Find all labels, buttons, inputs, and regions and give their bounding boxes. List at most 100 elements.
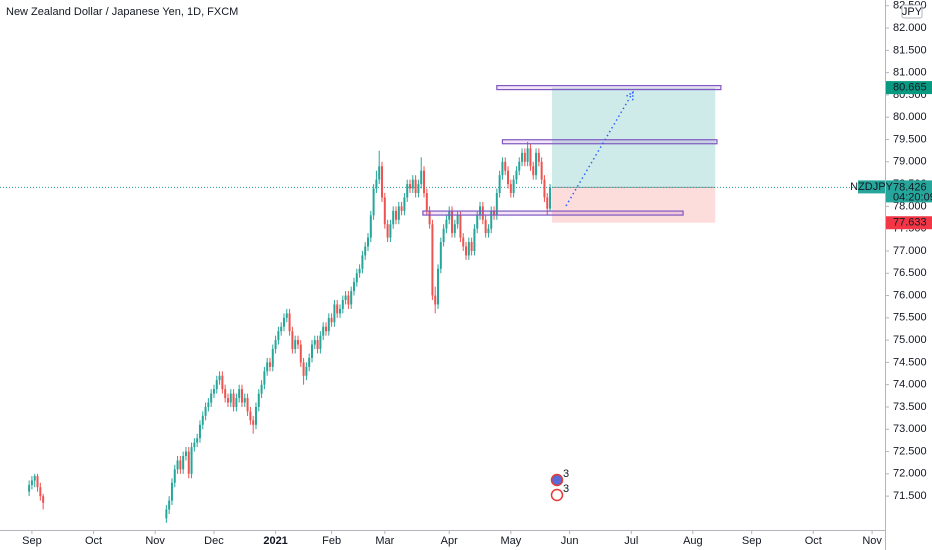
candle-body <box>543 179 546 198</box>
candle-body <box>285 313 288 318</box>
candle-body <box>263 371 266 385</box>
x-tick-label: Apr <box>441 535 458 547</box>
candle-body <box>271 349 274 367</box>
candle-body <box>476 215 479 229</box>
candle-body <box>378 166 381 180</box>
candle-body <box>523 152 526 162</box>
candle-body <box>218 375 221 381</box>
candle-body <box>453 224 456 234</box>
candle-body <box>355 273 358 283</box>
level-zone <box>496 84 722 91</box>
candle-body <box>280 326 283 332</box>
candle-body <box>330 317 333 323</box>
candle-body <box>484 219 487 234</box>
candle-body <box>198 424 201 439</box>
candle-body <box>358 268 361 274</box>
x-tick-label: Sep <box>22 535 42 547</box>
candle-body <box>397 206 400 220</box>
target-price-label-box <box>886 81 932 95</box>
stop-price-label-box <box>886 216 932 230</box>
candle-body <box>431 224 434 296</box>
event-icon <box>550 473 564 487</box>
candle-body <box>462 237 465 247</box>
candle-body <box>372 188 375 216</box>
x-tick-label: Dec <box>204 535 224 547</box>
candle-body <box>302 362 305 376</box>
candle-body <box>170 482 173 501</box>
overlay: 80.66577.63378.37178.42604:20:09NZDJPYJP… <box>850 4 932 230</box>
y-tick-label: 76.000 <box>893 289 927 301</box>
candle-body <box>504 161 507 171</box>
candle-body <box>254 406 257 425</box>
y-tick-label: 71.500 <box>893 490 927 502</box>
candle-body <box>313 340 316 345</box>
candle-body <box>473 228 476 251</box>
candle-body <box>409 184 412 189</box>
candle-body <box>375 179 378 189</box>
candle-body <box>179 460 182 470</box>
candle-body <box>39 487 42 497</box>
y-tick-label: 75.000 <box>893 334 927 346</box>
candle-body <box>327 317 330 332</box>
candle-body <box>173 469 176 483</box>
candle-body <box>347 295 350 305</box>
y-tick-label: 82.000 <box>893 22 927 34</box>
candle-body <box>294 340 297 350</box>
x-tick-label: May <box>500 535 521 547</box>
candle-body <box>316 340 319 350</box>
candle-body <box>364 246 367 256</box>
candle-body <box>235 398 238 407</box>
candle-body <box>266 362 269 372</box>
x-tick-label: Feb <box>322 535 341 547</box>
candle-body <box>406 184 409 198</box>
candle-body <box>243 398 246 403</box>
chart-title: New Zealand Dollar / Japanese Yen, 1D, F… <box>6 6 238 18</box>
candle-body <box>229 393 232 403</box>
y-tick-label: 72.500 <box>893 445 927 457</box>
candle-body <box>350 291 353 305</box>
candle-body <box>288 313 291 332</box>
candle-body <box>535 152 538 176</box>
position-target-zone <box>552 87 716 188</box>
currency-label: JPY <box>902 6 923 18</box>
x-tick-label: 2021 <box>263 535 287 547</box>
candle-body <box>425 193 428 211</box>
candle-body <box>42 496 45 503</box>
candle-body <box>518 161 521 171</box>
x-tick-label: Jun <box>561 535 579 547</box>
candle-body <box>168 500 171 510</box>
candle-body <box>498 175 501 194</box>
level-zone <box>422 210 684 216</box>
candle-body <box>344 295 347 300</box>
candle-body <box>515 170 518 180</box>
candle-body <box>367 237 370 247</box>
y-tick-label: 74.000 <box>893 379 927 391</box>
candle-body <box>392 210 395 225</box>
candle-body <box>467 242 470 256</box>
candle-body <box>252 420 255 425</box>
level-zone <box>501 139 718 145</box>
y-tick-label: 81.500 <box>893 44 927 56</box>
candle-body <box>411 179 414 189</box>
candle-body <box>232 393 235 407</box>
candle-body <box>310 344 313 358</box>
candle-body <box>445 219 448 229</box>
candle-body <box>465 246 468 256</box>
candle-body <box>193 442 196 448</box>
y-tick-label: 73.500 <box>893 401 927 413</box>
symbol-label: NZDJPY <box>850 181 893 193</box>
last-price-label: 78.426 <box>893 181 927 193</box>
candle-body <box>296 340 299 345</box>
plot-area: 33 <box>0 84 885 523</box>
candle-body <box>319 335 322 350</box>
candle-body <box>28 484 31 492</box>
candle-body <box>176 460 179 470</box>
y-tick-label: 80.000 <box>893 111 927 123</box>
event-count: 3 <box>563 468 569 480</box>
candle-body <box>493 210 496 216</box>
candle-body <box>341 299 344 309</box>
event-count: 3 <box>563 483 569 495</box>
candle-body <box>196 438 199 443</box>
symbol-box <box>858 180 885 194</box>
